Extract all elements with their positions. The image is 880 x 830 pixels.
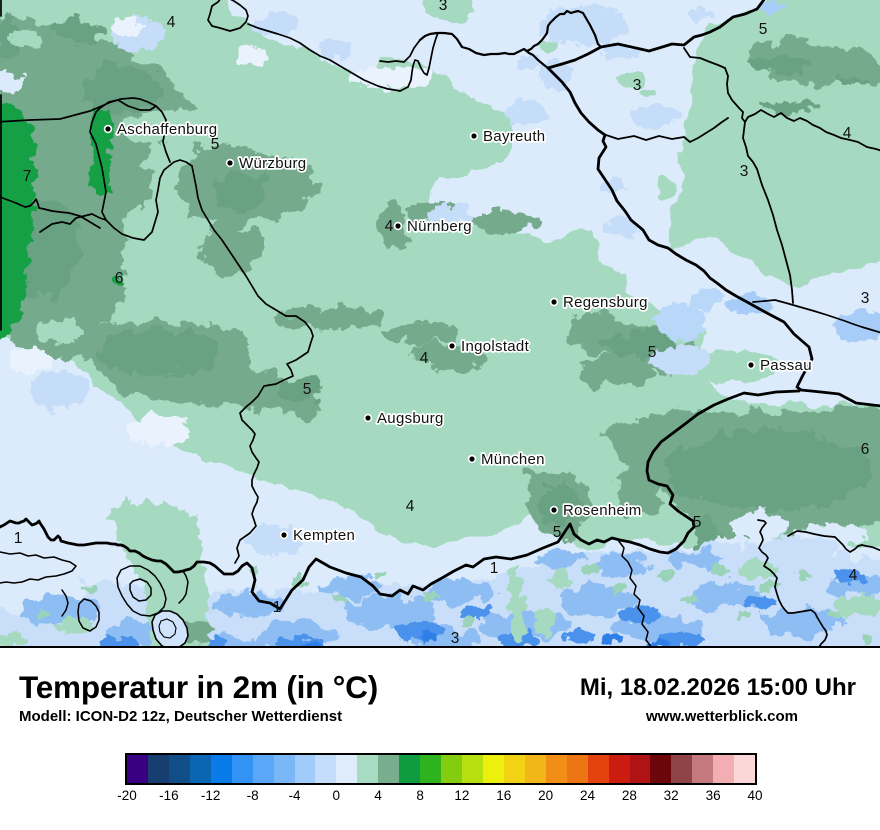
svg-text:5: 5 xyxy=(211,136,220,153)
svg-text:4: 4 xyxy=(167,14,176,31)
svg-text:3: 3 xyxy=(633,77,642,94)
svg-text:7: 7 xyxy=(23,168,32,185)
svg-text:5: 5 xyxy=(303,381,312,398)
svg-text:Ingolstadt: Ingolstadt xyxy=(461,338,530,355)
svg-text:Augsburg: Augsburg xyxy=(377,410,444,427)
svg-text:5: 5 xyxy=(648,344,657,361)
svg-text:3: 3 xyxy=(861,290,870,307)
svg-text:4: 4 xyxy=(385,218,394,235)
svg-text:3: 3 xyxy=(740,163,749,180)
svg-text:3: 3 xyxy=(451,630,460,647)
svg-text:4: 4 xyxy=(406,498,415,515)
svg-text:Aschaffenburg: Aschaffenburg xyxy=(117,121,217,138)
svg-text:Nürnberg: Nürnberg xyxy=(407,218,472,235)
svg-text:4: 4 xyxy=(843,125,852,142)
svg-text:Kempten: Kempten xyxy=(293,527,355,544)
svg-text:München: München xyxy=(481,451,545,468)
svg-text:1: 1 xyxy=(273,599,282,616)
svg-text:5: 5 xyxy=(693,514,702,531)
svg-text:Rosenheim: Rosenheim xyxy=(563,502,642,519)
svg-text:Würzburg: Würzburg xyxy=(239,155,306,172)
svg-text:5: 5 xyxy=(553,524,562,541)
svg-text:3: 3 xyxy=(439,0,448,14)
svg-text:6: 6 xyxy=(115,270,124,287)
svg-text:4: 4 xyxy=(420,350,429,367)
svg-text:6: 6 xyxy=(861,441,870,458)
svg-text:Passau: Passau xyxy=(760,357,812,374)
svg-text:Regensburg: Regensburg xyxy=(563,294,648,311)
svg-text:4: 4 xyxy=(849,567,858,584)
svg-text:Bayreuth: Bayreuth xyxy=(483,128,545,145)
svg-text:1: 1 xyxy=(490,560,499,577)
svg-text:5: 5 xyxy=(759,21,768,38)
svg-text:1: 1 xyxy=(14,530,23,547)
